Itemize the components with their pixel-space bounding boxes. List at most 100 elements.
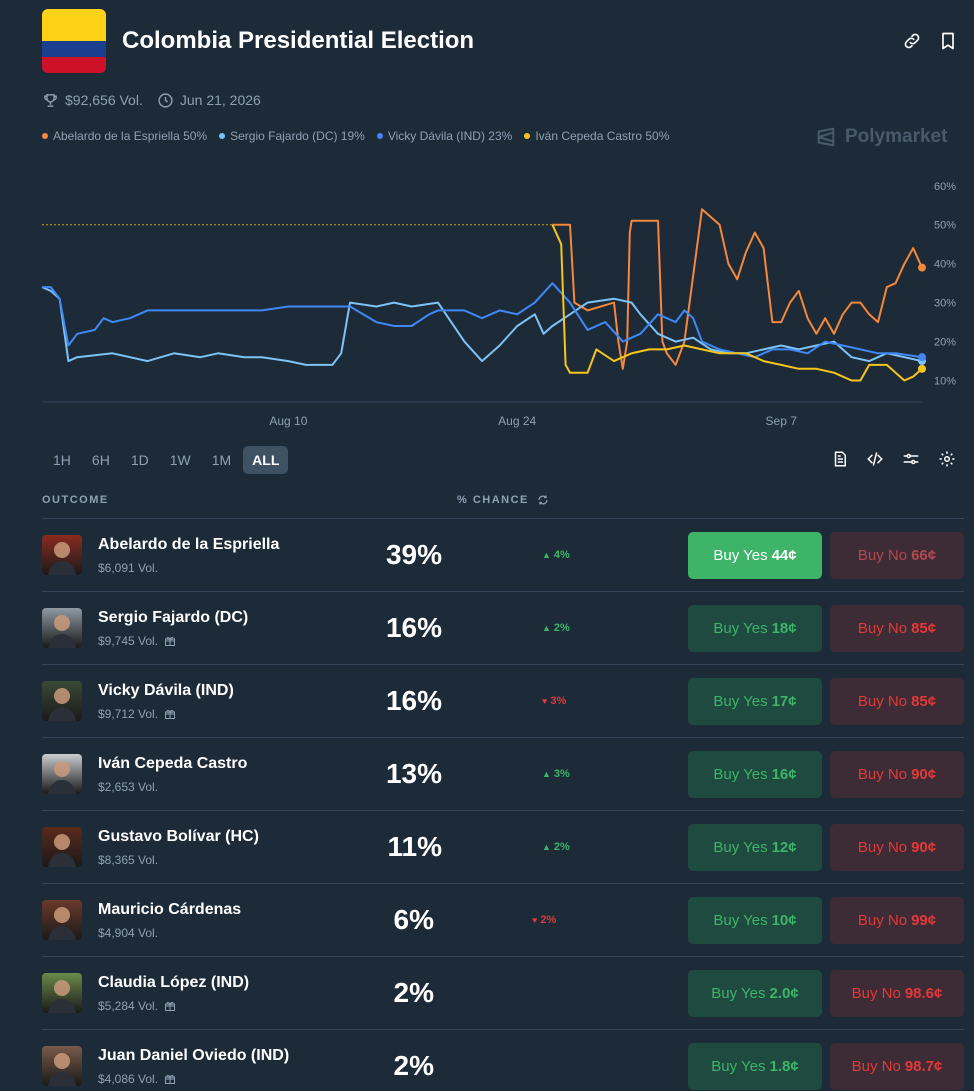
candidate-volume: $4,086 Vol. xyxy=(98,1072,176,1086)
settings-gear-icon[interactable] xyxy=(938,450,958,470)
outcome-row[interactable]: Juan Daniel Oviedo (IND) $4,086 Vol. 2% Buy… xyxy=(42,1030,964,1091)
candidate-avatar xyxy=(42,900,82,940)
tab-1d[interactable]: 1D xyxy=(130,452,149,468)
candidate-name[interactable]: Iván Cepeda Castro xyxy=(98,755,248,772)
market-meta: $92,656 Vol. Jun 21, 2026 xyxy=(42,90,275,110)
candidate-name[interactable]: Mauricio Cárdenas xyxy=(98,901,242,918)
outcome-row[interactable]: Sergio Fajardo (DC) $9,745 Vol. 16% ▲ 2% Buy … xyxy=(42,592,964,665)
market-end-date: Jun 21, 2026 xyxy=(179,92,261,108)
buy-yes-button[interactable]: Buy Yes 44¢ xyxy=(688,532,822,579)
outcome-row[interactable]: Mauricio Cárdenas $4,904 Vol. 6% ♥ 2% Buy Yes… xyxy=(42,884,964,957)
chance-change: ▲ 3% xyxy=(542,768,570,780)
x-tick-label: Aug 10 xyxy=(269,414,307,428)
chance-column-header[interactable]: % CHANCE xyxy=(457,494,549,506)
buy-yes-button[interactable]: Buy Yes 1.8¢ xyxy=(688,1043,822,1090)
outcome-column-header: OUTCOME xyxy=(42,494,109,506)
buy-yes-button[interactable]: Buy Yes 17¢ xyxy=(688,678,822,725)
buy-no-button[interactable]: Buy No 66¢ xyxy=(830,532,964,579)
tab-1w[interactable]: 1W xyxy=(169,452,191,468)
tab-all[interactable]: ALL xyxy=(243,446,289,474)
chance-change: ♥ 3% xyxy=(542,695,567,707)
buy-yes-button[interactable]: Buy Yes 10¢ xyxy=(688,897,822,944)
embed-code-icon[interactable] xyxy=(866,450,886,470)
table-header-divider xyxy=(42,518,964,519)
gift-icon xyxy=(165,1074,176,1084)
tab-1h[interactable]: 1H xyxy=(53,452,71,468)
refresh-icon[interactable] xyxy=(537,494,549,506)
series-endpoint xyxy=(918,263,926,272)
buy-yes-button[interactable]: Buy Yes 18¢ xyxy=(688,605,822,652)
candidate-avatar xyxy=(42,1046,82,1086)
candidate-avatar xyxy=(42,827,82,867)
chance-percent: 13% xyxy=(385,758,442,789)
candidate-volume: $4,904 Vol. xyxy=(98,926,159,940)
heart-down-icon: ♥ xyxy=(532,915,538,925)
market-volume: $92,656 Vol. xyxy=(65,92,143,108)
buy-no-button[interactable]: Buy No 99¢ xyxy=(830,897,964,944)
outcome-row[interactable]: Iván Cepeda Castro $2,653 Vol. 13% ▲ 3% Buy Y… xyxy=(42,738,964,811)
sliders-icon[interactable] xyxy=(902,450,922,470)
series-line xyxy=(551,224,923,382)
buy-yes-button[interactable]: Buy Yes 16¢ xyxy=(688,751,822,798)
outcome-row[interactable]: Abelardo de la Espriella $6,091 Vol. 39% ▲ 4… xyxy=(42,519,964,592)
chance-percent: 2% xyxy=(393,1050,434,1081)
gift-icon xyxy=(165,709,176,719)
outcome-row[interactable]: Gustavo Bolívar (HC) $8,365 Vol. 11% ▲ 2% Buy… xyxy=(42,811,964,884)
outcome-row[interactable]: Vicky Dávila (IND) $9,712 Vol. 16% ♥ 3% Buy Y… xyxy=(42,665,964,738)
candidate-volume: $9,712 Vol. xyxy=(98,707,176,721)
chance-percent: 2% xyxy=(393,977,434,1008)
colombia-flag-icon xyxy=(42,9,106,73)
heart-down-icon: ♥ xyxy=(542,696,548,706)
candidate-name[interactable]: Claudia López (IND) xyxy=(98,974,250,991)
polymarket-logo: Polymarket xyxy=(815,126,947,148)
outcome-row[interactable]: Claudia López (IND) $5,284 Vol. 2% Buy Yes 2… xyxy=(42,957,964,1030)
triangle-up-icon: ▲ xyxy=(542,550,551,560)
gift-icon xyxy=(165,636,176,646)
y-tick-label: 50% xyxy=(934,220,956,232)
legend-item: Abelardo de la Espriella 50% xyxy=(42,129,207,143)
y-tick-label: 40% xyxy=(934,259,956,271)
candidate-avatar xyxy=(42,754,82,794)
price-history-chart[interactable]: 60% 50% 40% 30% 20% 10% Aug 10 Aug 24 Sep 7 xyxy=(0,170,974,435)
buy-no-button[interactable]: Buy No 98.7¢ xyxy=(830,1043,964,1090)
candidate-name[interactable]: Gustavo Bolívar (HC) xyxy=(98,828,259,845)
candidate-avatar xyxy=(42,535,82,575)
clock-icon xyxy=(158,92,173,108)
candidate-name[interactable]: Vicky Dávila (IND) xyxy=(98,682,234,699)
chance-percent: 6% xyxy=(393,904,434,935)
buy-yes-button[interactable]: Buy Yes 2.0¢ xyxy=(688,970,822,1017)
y-tick-label: 30% xyxy=(934,298,956,310)
candidate-avatar xyxy=(42,681,82,721)
polymarket-logo-icon xyxy=(817,127,835,147)
x-tick-label: Aug 24 xyxy=(498,414,536,428)
chance-change: ▲ 2% xyxy=(542,841,570,853)
chance-percent: 39% xyxy=(385,539,442,570)
market-title: Colombia Presidential Election xyxy=(122,27,475,54)
candidate-name[interactable]: Abelardo de la Espriella xyxy=(98,536,280,553)
chance-change: ▲ 4% xyxy=(542,549,570,561)
legend-item: Iván Cepeda Castro 50% xyxy=(524,129,669,143)
candidate-volume: $2,653 Vol. xyxy=(98,780,159,794)
legend-item: Sergio Fajardo (DC) 19% xyxy=(219,129,365,143)
chance-percent: 16% xyxy=(385,612,442,643)
candidate-name[interactable]: Juan Daniel Oviedo (IND) xyxy=(98,1047,290,1064)
series-line xyxy=(552,208,923,370)
bookmark-icon[interactable] xyxy=(938,31,958,51)
y-tick-label: 60% xyxy=(934,181,956,193)
buy-no-button[interactable]: Buy No 90¢ xyxy=(830,751,964,798)
buy-no-button[interactable]: Buy No 90¢ xyxy=(830,824,964,871)
candidate-name[interactable]: Sergio Fajardo (DC) xyxy=(98,609,249,626)
buy-no-button[interactable]: Buy No 85¢ xyxy=(830,678,964,725)
tab-1m[interactable]: 1M xyxy=(211,452,232,468)
document-icon[interactable] xyxy=(831,450,851,470)
tab-6h[interactable]: 6H xyxy=(91,452,110,468)
market-header: Colombia Presidential Election xyxy=(42,9,962,73)
candidate-volume: $9,745 Vol. xyxy=(98,634,176,648)
candidate-volume: $6,091 Vol. xyxy=(98,561,159,575)
buy-no-button[interactable]: Buy No 98.6¢ xyxy=(830,970,964,1017)
buy-yes-button[interactable]: Buy Yes 12¢ xyxy=(688,824,822,871)
buy-no-button[interactable]: Buy No 85¢ xyxy=(830,605,964,652)
legend-item: Vicky Dávila (IND) 23% xyxy=(376,129,512,143)
link-icon[interactable] xyxy=(902,31,922,51)
candidate-avatar xyxy=(42,973,82,1013)
